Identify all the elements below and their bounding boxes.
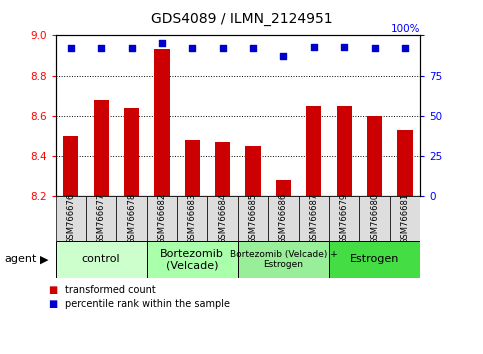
Text: GSM766676: GSM766676 bbox=[66, 193, 75, 244]
Text: GSM766687: GSM766687 bbox=[309, 193, 318, 244]
Bar bbox=[56, 196, 86, 241]
Point bbox=[219, 45, 227, 51]
Bar bbox=[56, 241, 147, 278]
Bar bbox=[359, 196, 390, 241]
Point bbox=[401, 45, 409, 51]
Point bbox=[67, 45, 74, 51]
Text: agent: agent bbox=[5, 254, 37, 264]
Text: ▶: ▶ bbox=[40, 254, 48, 264]
Bar bbox=[63, 136, 78, 196]
Point bbox=[371, 45, 379, 51]
Bar bbox=[86, 196, 116, 241]
Point bbox=[158, 41, 166, 46]
Bar bbox=[116, 196, 147, 241]
Text: ■: ■ bbox=[48, 285, 57, 295]
Bar bbox=[306, 106, 322, 196]
Text: GSM766686: GSM766686 bbox=[279, 193, 288, 244]
Text: Estrogen: Estrogen bbox=[350, 254, 399, 264]
Bar bbox=[238, 196, 268, 241]
Text: GSM766685: GSM766685 bbox=[249, 193, 257, 244]
Point bbox=[97, 45, 105, 51]
Text: transformed count: transformed count bbox=[65, 285, 156, 295]
Text: GSM766677: GSM766677 bbox=[97, 193, 106, 244]
Text: GSM766681: GSM766681 bbox=[400, 193, 410, 244]
Bar bbox=[147, 241, 238, 278]
Text: GSM766680: GSM766680 bbox=[370, 193, 379, 244]
Text: 100%: 100% bbox=[391, 24, 420, 34]
Bar bbox=[177, 196, 208, 241]
Text: GDS4089 / ILMN_2124951: GDS4089 / ILMN_2124951 bbox=[151, 12, 332, 27]
Text: control: control bbox=[82, 254, 120, 264]
Bar bbox=[398, 130, 412, 196]
Bar bbox=[276, 181, 291, 196]
Text: ■: ■ bbox=[48, 299, 57, 309]
Bar bbox=[208, 196, 238, 241]
Bar bbox=[94, 100, 109, 196]
Bar bbox=[147, 196, 177, 241]
Bar bbox=[268, 196, 298, 241]
Bar bbox=[298, 196, 329, 241]
Text: percentile rank within the sample: percentile rank within the sample bbox=[65, 299, 230, 309]
Point bbox=[280, 53, 287, 59]
Point bbox=[310, 44, 318, 50]
Bar bbox=[337, 106, 352, 196]
Point bbox=[188, 45, 196, 51]
Bar bbox=[245, 146, 261, 196]
Bar bbox=[367, 116, 382, 196]
Point bbox=[341, 44, 348, 50]
Text: Bortezomib (Velcade) +
Estrogen: Bortezomib (Velcade) + Estrogen bbox=[229, 250, 337, 269]
Text: GSM766679: GSM766679 bbox=[340, 193, 349, 244]
Bar bbox=[390, 196, 420, 241]
Text: GSM766682: GSM766682 bbox=[157, 193, 167, 244]
Text: GSM766678: GSM766678 bbox=[127, 193, 136, 244]
Bar bbox=[238, 241, 329, 278]
Text: GSM766683: GSM766683 bbox=[188, 193, 197, 244]
Bar bbox=[154, 50, 170, 196]
Bar bbox=[329, 241, 420, 278]
Text: GSM766684: GSM766684 bbox=[218, 193, 227, 244]
Bar bbox=[185, 140, 200, 196]
Bar bbox=[124, 108, 139, 196]
Bar bbox=[215, 142, 230, 196]
Point bbox=[249, 45, 257, 51]
Text: Bortezomib
(Velcade): Bortezomib (Velcade) bbox=[160, 249, 224, 270]
Bar bbox=[329, 196, 359, 241]
Point bbox=[128, 45, 135, 51]
